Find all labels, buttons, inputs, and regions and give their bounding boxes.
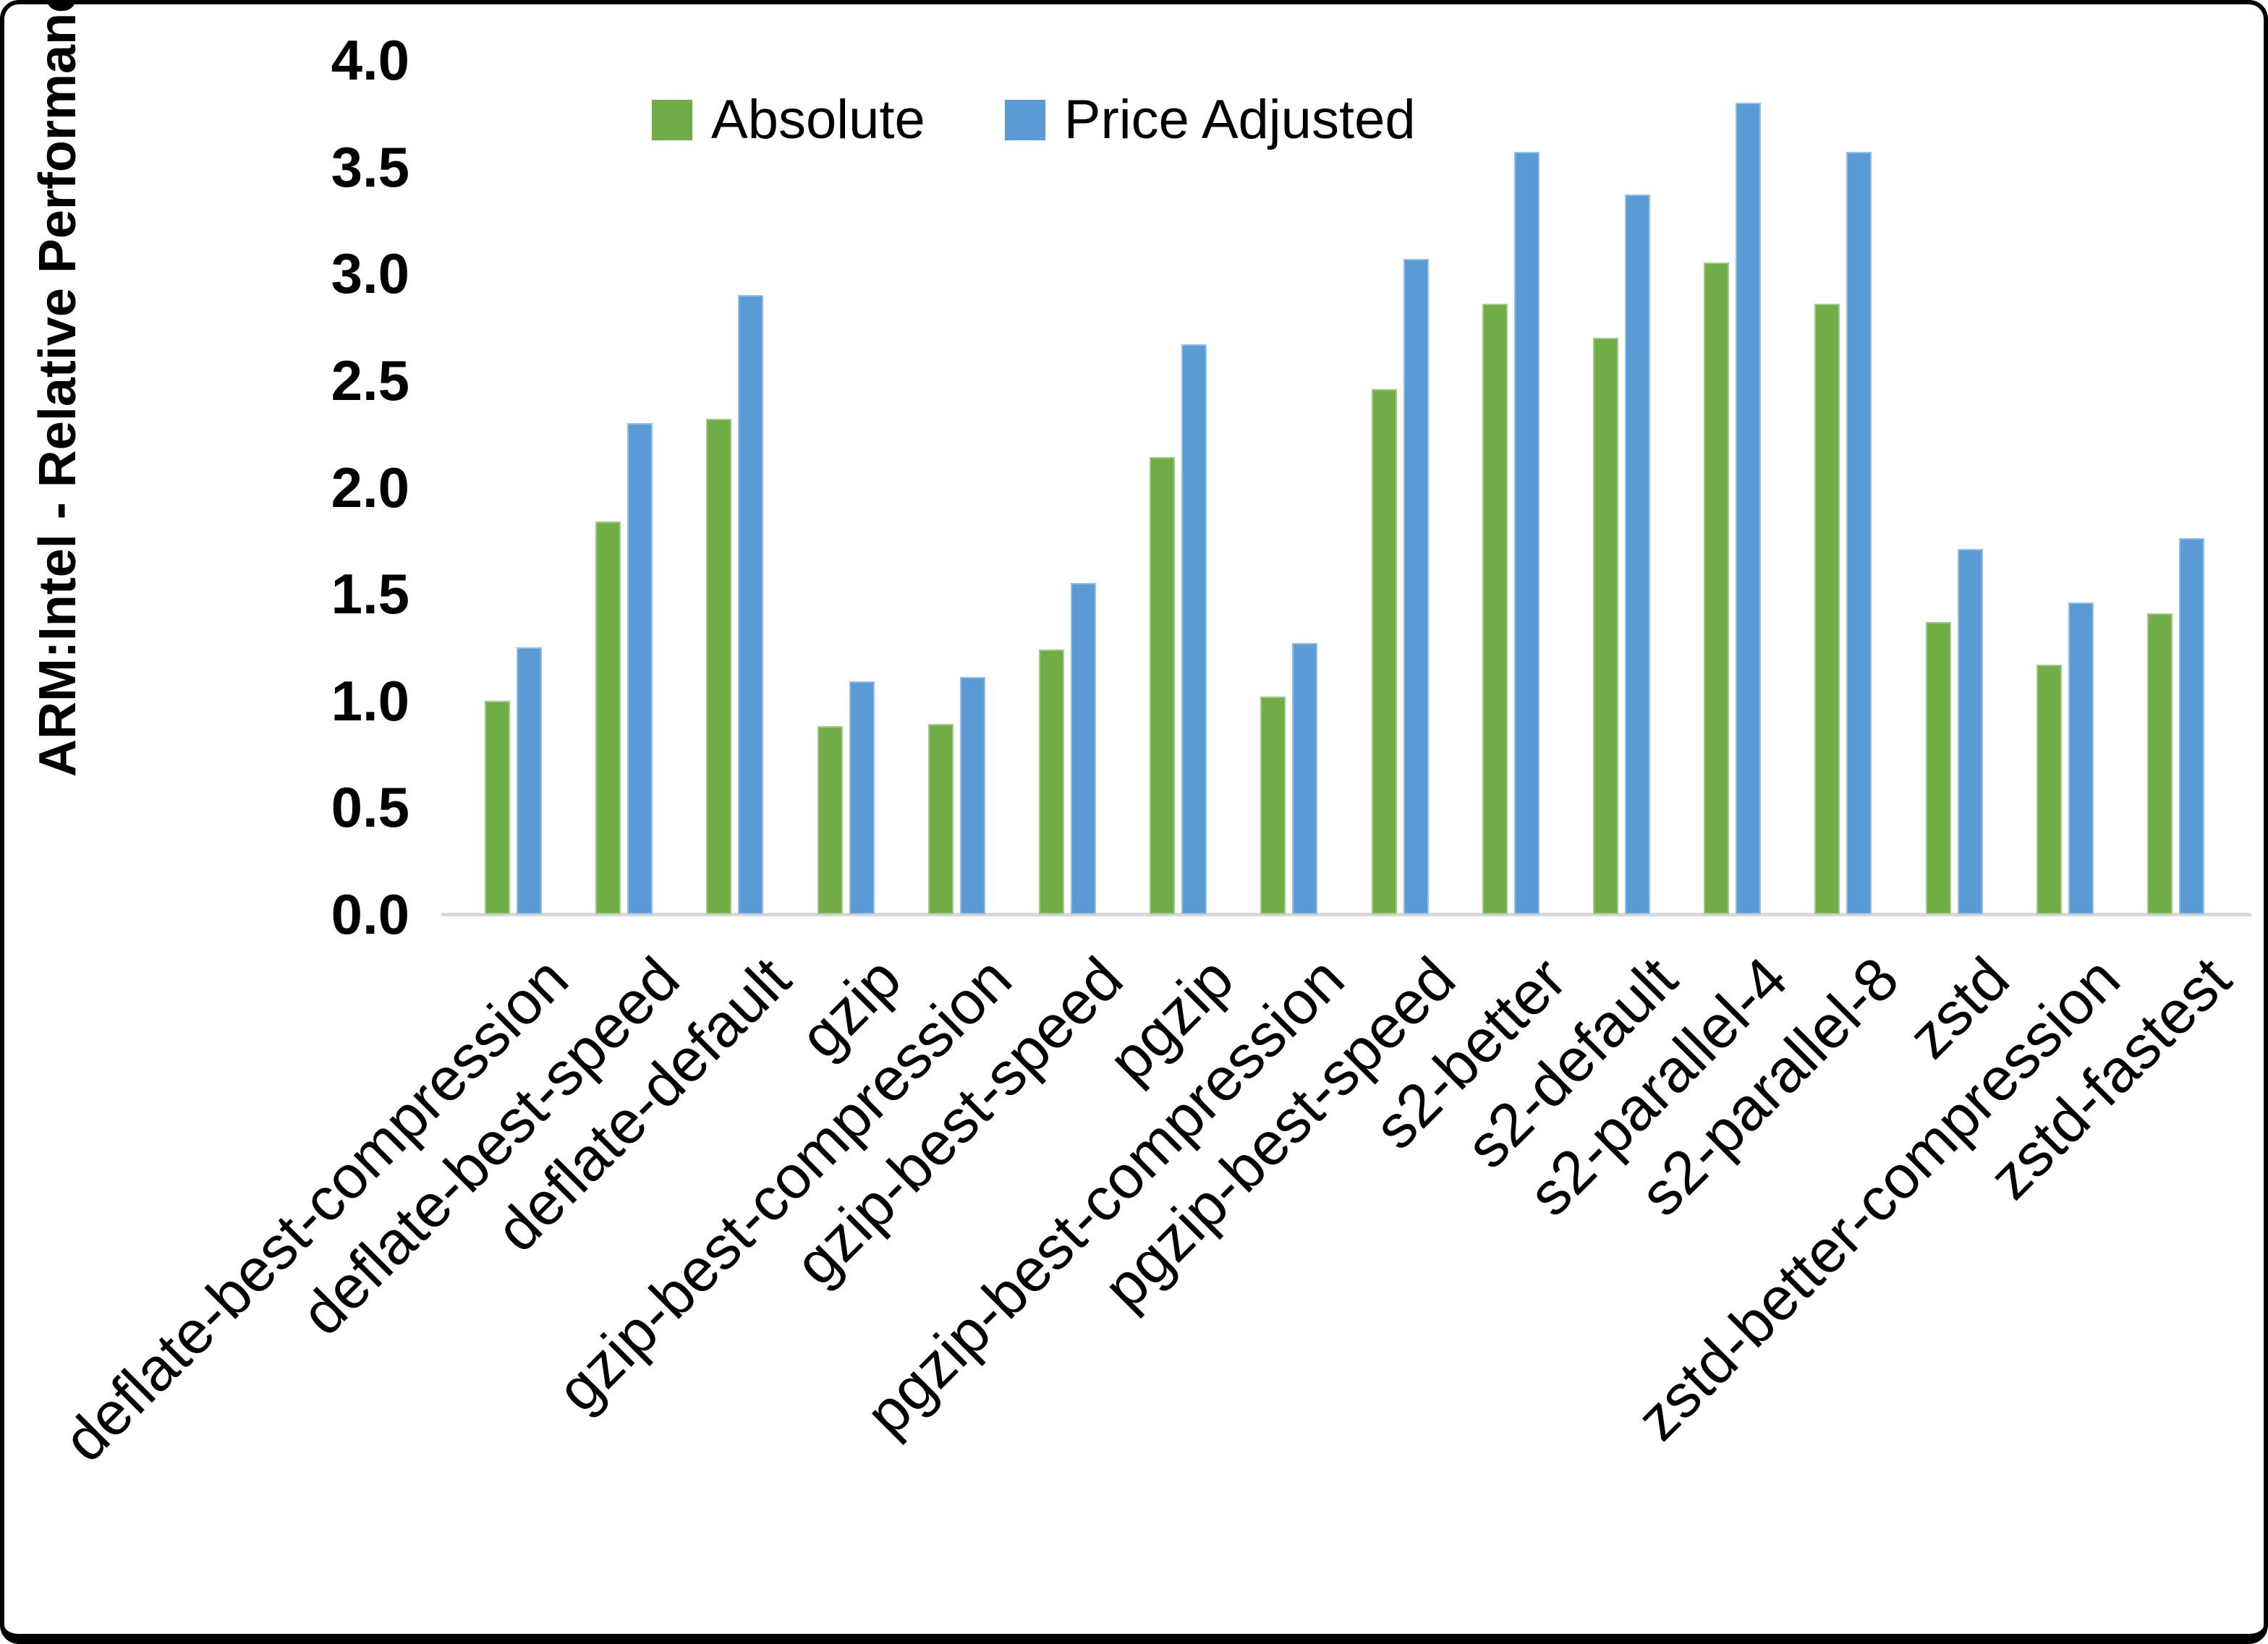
bar-price-adjusted-deflate-best-compression [517,647,542,914]
bar-absolute-pgzip-best-speed [1372,389,1397,914]
bar-price-adjusted-gzip-best-speed [1071,583,1096,914]
bar-price-adjusted-s2-parallel-4 [1736,103,1761,914]
y-tick-label: 1.0 [331,668,409,733]
bar-price-adjusted-pgzip-best-compression [1292,643,1317,914]
absolute-series-swatch-icon [652,100,692,140]
legend-label-absolute: Absolute [711,89,925,150]
bar-price-adjusted-zstd [1958,549,1983,914]
bar-price-adjusted-deflate-default [738,295,763,914]
bar-absolute-deflate-default [706,419,731,914]
bar-absolute-zstd-fastest [2147,613,2173,914]
bar-absolute-s2-better [1482,304,1508,914]
y-tick-label: 0.0 [331,882,409,946]
bar-price-adjusted-pgzip-best-speed [1403,259,1429,914]
bar-absolute-s2-default [1593,338,1618,914]
y-tick-label: 2.0 [331,455,409,519]
bar-price-adjusted-pgzip [1181,344,1207,914]
bar-absolute-gzip [817,726,843,914]
y-tick-label: 0.5 [331,775,409,840]
legend-item-absolute: Absolute [652,93,925,148]
bar-absolute-deflate-best-compression [485,701,510,914]
price-adjusted-series-swatch-icon [1004,100,1045,140]
y-tick-label: 3.0 [331,242,409,306]
bar-absolute-deflate-best-speed [595,521,621,914]
bar-absolute-gzip-best-compression [928,724,954,914]
bar-price-adjusted-s2-parallel-8 [1846,152,1872,914]
legend: Absolute Price Adjusted [652,93,1416,148]
bar-absolute-s2-parallel-8 [1814,304,1840,914]
bar-price-adjusted-gzip-best-compression [960,677,985,914]
bar-price-adjusted-s2-better [1514,152,1539,914]
bar-price-adjusted-zstd-better-compression [2068,602,2094,914]
x-axis-baseline [441,913,2251,916]
bar-price-adjusted-zstd-fastest [2179,538,2204,914]
y-tick-label: 1.5 [331,562,409,626]
y-tick-label: 2.5 [331,348,409,412]
y-axis-title: ARM:Intel - Relative Performance [29,0,87,778]
bar-absolute-zstd [1926,622,1951,914]
bar-price-adjusted-deflate-best-speed [627,423,653,914]
bar-absolute-gzip-best-speed [1039,649,1064,914]
bar-price-adjusted-gzip [849,681,875,914]
bar-absolute-s2-parallel-4 [1704,263,1729,914]
legend-label-price-adjusted: Price Adjusted [1063,89,1416,150]
legend-item-price-adjusted: Price Adjusted [1004,89,1416,150]
bar-absolute-zstd-better-compression [2036,665,2062,914]
y-tick-label: 4.0 [331,28,409,92]
bar-absolute-pgzip [1150,457,1175,914]
y-tick-label: 3.5 [331,135,409,199]
bar-price-adjusted-s2-default [1625,195,1650,914]
bar-absolute-pgzip-best-compression [1260,697,1286,914]
